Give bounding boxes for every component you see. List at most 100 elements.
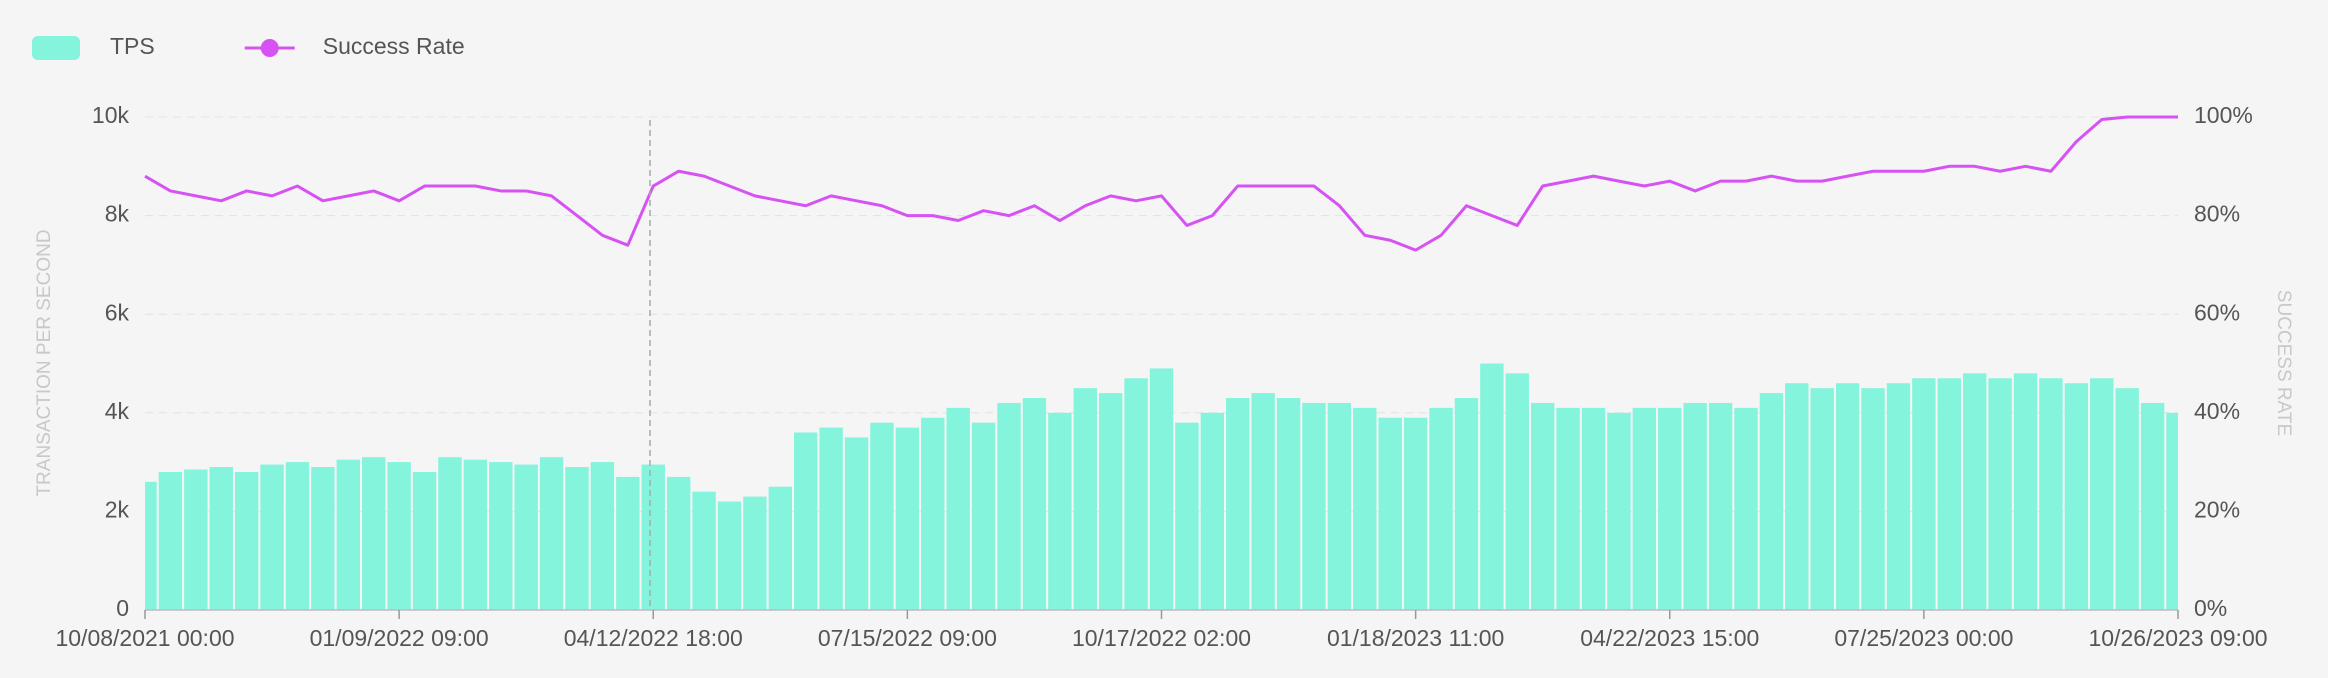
bar xyxy=(336,459,360,610)
bar xyxy=(743,496,767,610)
bar xyxy=(514,464,538,610)
bar xyxy=(1505,373,1529,610)
bar xyxy=(2115,388,2139,610)
bar xyxy=(1124,378,1148,610)
bar xyxy=(387,462,411,610)
bar xyxy=(1759,393,1784,610)
x-tick-label: 01/18/2023 11:00 xyxy=(1327,625,1504,651)
bar xyxy=(1200,412,1225,610)
bar xyxy=(209,467,233,610)
x-tick-label: 07/15/2022 09:00 xyxy=(818,625,997,651)
bar xyxy=(1607,412,1631,610)
bar xyxy=(971,422,996,610)
bar xyxy=(794,432,818,610)
bar xyxy=(819,427,843,610)
y2-tick-label: 60% xyxy=(2194,299,2240,325)
bar xyxy=(2013,373,2038,610)
bar xyxy=(895,427,920,610)
bar xyxy=(921,417,945,610)
bar xyxy=(1073,388,1097,610)
bar xyxy=(997,402,1021,610)
y2-axis-title: SUCCESS RATE xyxy=(2273,290,2294,436)
y-axis-title: TRANSACTION PER SECOND xyxy=(34,229,55,496)
bar xyxy=(844,437,869,610)
bar xyxy=(2140,402,2165,610)
legend-label: TPS xyxy=(110,33,155,59)
bar xyxy=(362,457,386,610)
bar xyxy=(616,476,640,610)
bar xyxy=(1149,368,1174,610)
bar xyxy=(1988,378,2012,610)
y2-tick-label: 0% xyxy=(2194,595,2227,621)
bar xyxy=(692,491,716,610)
x-tick-label: 01/09/2022 09:00 xyxy=(310,625,489,651)
bar xyxy=(1556,407,1580,610)
x-tick-label: 10/08/2021 00:00 xyxy=(55,625,234,651)
bar xyxy=(1302,402,1326,610)
bar xyxy=(260,464,284,610)
bar xyxy=(1734,407,1758,610)
x-tick-label: 04/12/2022 18:00 xyxy=(564,625,743,651)
bar xyxy=(1327,402,1352,610)
bar xyxy=(145,481,157,610)
bar xyxy=(1022,398,1047,610)
bar xyxy=(1708,402,1733,610)
x-tick-label: 07/25/2023 00:00 xyxy=(1834,625,2013,651)
legend-label: Success Rate xyxy=(323,33,465,59)
bar xyxy=(158,471,183,610)
bar xyxy=(234,471,259,610)
bar xyxy=(1378,417,1402,610)
bar xyxy=(1581,407,1606,610)
bar xyxy=(1480,363,1504,610)
bar xyxy=(285,462,310,610)
x-tick-label: 10/26/2023 09:00 xyxy=(2088,625,2267,651)
bar xyxy=(539,457,564,610)
bar xyxy=(1658,407,1682,610)
bar xyxy=(2064,383,2089,610)
bar xyxy=(717,501,742,610)
x-tick-label: 04/22/2023 15:00 xyxy=(1580,625,1759,651)
bar xyxy=(1835,383,1860,610)
y-tick-label: 6k xyxy=(105,299,130,325)
y2-tick-label: 20% xyxy=(2194,496,2240,522)
bar xyxy=(1429,407,1453,610)
bar xyxy=(1861,388,1885,610)
y-tick-label: 0 xyxy=(116,595,129,621)
bar xyxy=(412,471,437,610)
bar xyxy=(1048,412,1072,610)
bar xyxy=(1226,398,1250,610)
y2-tick-label: 80% xyxy=(2194,201,2240,227)
x-tick-label: 10/17/2022 02:00 xyxy=(1072,625,1251,651)
line xyxy=(144,115,2178,252)
bar xyxy=(1963,373,1987,610)
bar xyxy=(1276,398,1301,610)
bar xyxy=(2090,378,2114,610)
legend-swatch xyxy=(32,36,80,60)
y-tick-label: 8k xyxy=(105,201,130,227)
bar xyxy=(438,457,462,610)
bar xyxy=(666,476,691,610)
bar xyxy=(590,462,615,610)
bar-series xyxy=(145,363,2178,610)
bar xyxy=(946,407,970,610)
y2-tick-label: 100% xyxy=(2194,102,2253,128)
bar xyxy=(1353,407,1377,610)
bar xyxy=(641,464,665,610)
bar xyxy=(1912,378,1936,610)
bar xyxy=(870,422,894,610)
bar xyxy=(1175,422,1199,610)
bar xyxy=(1454,398,1479,610)
bar xyxy=(1632,407,1657,610)
y-tick-label: 4k xyxy=(105,398,130,424)
bar xyxy=(184,469,208,610)
bar xyxy=(1785,383,1809,610)
y-tick-label: 2k xyxy=(105,496,130,522)
bar xyxy=(1403,417,1428,610)
bar xyxy=(463,459,488,610)
bar xyxy=(1530,402,1555,610)
bar xyxy=(1810,388,1834,610)
bar xyxy=(1098,393,1123,610)
bar xyxy=(1937,378,1961,610)
bar xyxy=(565,467,589,610)
